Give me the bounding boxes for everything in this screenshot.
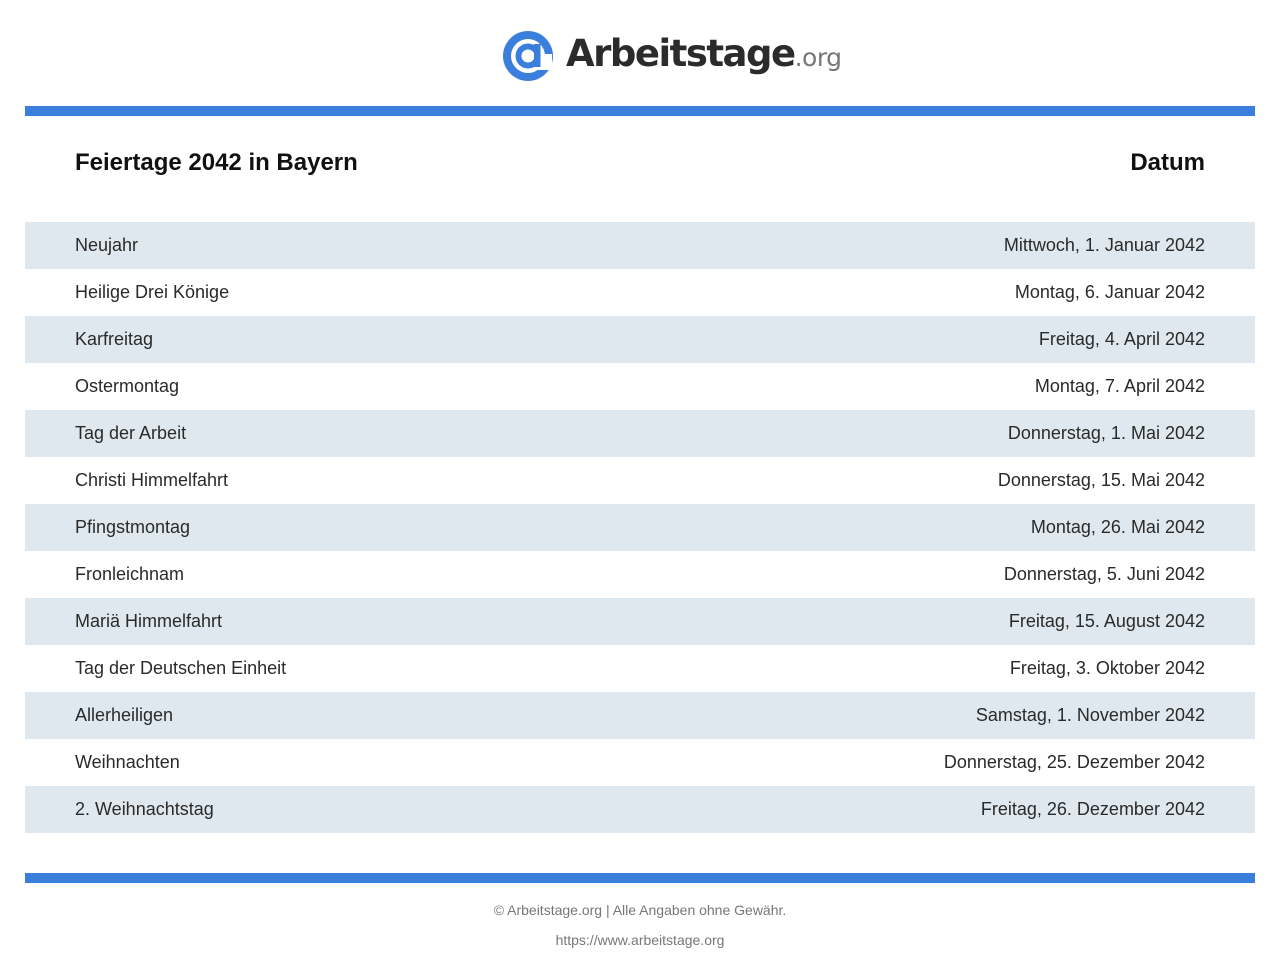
table-row: Ostermontag Montag, 7. April 2042 bbox=[25, 363, 1255, 410]
table-row: Fronleichnam Donnerstag, 5. Juni 2042 bbox=[25, 551, 1255, 598]
table-row: Heilige Drei Könige Montag, 6. Januar 20… bbox=[25, 269, 1255, 316]
holiday-date: Freitag, 4. April 2042 bbox=[1038, 329, 1205, 349]
table-title: Feiertage 2042 in Bayern bbox=[75, 149, 358, 176]
logo-tld: .org bbox=[794, 43, 842, 72]
holiday-date: Donnerstag, 1. Mai 2042 bbox=[1007, 423, 1205, 443]
footer-copyright: © Arbeitstage.org | Alle Angaben ohne Ge… bbox=[493, 902, 787, 918]
holiday-name: Tag der Arbeit bbox=[75, 423, 187, 443]
holiday-name: Ostermontag bbox=[75, 376, 180, 396]
table-row: Tag der Arbeit Donnerstag, 1. Mai 2042 bbox=[25, 410, 1255, 457]
table-header: Feiertage 2042 in Bayern Datum bbox=[25, 116, 1255, 222]
holiday-name: Allerheiligen bbox=[75, 705, 174, 725]
table-body: Neujahr Mittwoch, 1. Januar 2042 Heilige… bbox=[25, 222, 1255, 833]
holiday-name: Heilige Drei Könige bbox=[75, 282, 230, 302]
holiday-name: Weihnachten bbox=[75, 752, 180, 772]
holiday-date: Donnerstag, 25. Dezember 2042 bbox=[943, 752, 1205, 772]
logo-name: Arbeitstage bbox=[566, 32, 796, 75]
table-row: Karfreitag Freitag, 4. April 2042 bbox=[25, 316, 1255, 363]
footer-url-link[interactable]: https://www.arbeitstage.org bbox=[555, 932, 725, 948]
table-row: Pfingstmontag Montag, 26. Mai 2042 bbox=[25, 504, 1255, 551]
footer-divider bbox=[25, 873, 1255, 883]
page-header: Arbeitstage.org bbox=[0, 0, 1280, 106]
holiday-date: Freitag, 15. August 2042 bbox=[1008, 611, 1205, 631]
at-sign-icon bbox=[503, 31, 553, 81]
holiday-name: Fronleichnam bbox=[75, 564, 185, 584]
holiday-date: Samstag, 1. November 2042 bbox=[975, 705, 1205, 725]
holiday-date: Freitag, 3. Oktober 2042 bbox=[1009, 658, 1205, 678]
table-row: Christi Himmelfahrt Donnerstag, 15. Mai … bbox=[25, 457, 1255, 504]
holiday-date: Montag, 7. April 2042 bbox=[1034, 376, 1205, 396]
holiday-date: Donnerstag, 5. Juni 2042 bbox=[1003, 564, 1205, 584]
table-row: Neujahr Mittwoch, 1. Januar 2042 bbox=[25, 222, 1255, 269]
header-divider bbox=[25, 106, 1255, 116]
holiday-name: 2. Weihnachtstag bbox=[75, 799, 214, 819]
table-row: Mariä Himmelfahrt Freitag, 15. August 20… bbox=[25, 598, 1255, 645]
holiday-date: Freitag, 26. Dezember 2042 bbox=[980, 799, 1205, 819]
holiday-name: Christi Himmelfahrt bbox=[75, 470, 229, 490]
table-row: Weihnachten Donnerstag, 25. Dezember 204… bbox=[25, 739, 1255, 786]
holiday-name: Karfreitag bbox=[75, 329, 154, 349]
holiday-date: Donnerstag, 15. Mai 2042 bbox=[997, 470, 1205, 490]
holiday-date: Montag, 6. Januar 2042 bbox=[1014, 282, 1205, 302]
date-column-header: Datum bbox=[1130, 149, 1205, 176]
site-logo[interactable]: Arbeitstage.org bbox=[502, 30, 842, 82]
holiday-date: Montag, 26. Mai 2042 bbox=[1030, 517, 1205, 537]
logo-wordmark: Arbeitstage.org bbox=[566, 28, 842, 84]
holiday-name: Tag der Deutschen Einheit bbox=[75, 658, 287, 678]
table-row: Tag der Deutschen Einheit Freitag, 3. Ok… bbox=[25, 645, 1255, 692]
holiday-name: Pfingstmontag bbox=[75, 517, 191, 537]
holiday-date: Mittwoch, 1. Januar 2042 bbox=[1003, 235, 1205, 255]
holiday-name: Mariä Himmelfahrt bbox=[75, 611, 223, 631]
table-row: Allerheiligen Samstag, 1. November 2042 bbox=[25, 692, 1255, 739]
holiday-table: Feiertage 2042 in Bayern Datum Neujahr M… bbox=[25, 116, 1255, 833]
table-row: 2. Weihnachtstag Freitag, 26. Dezember 2… bbox=[25, 786, 1255, 833]
holiday-name: Neujahr bbox=[75, 235, 139, 255]
